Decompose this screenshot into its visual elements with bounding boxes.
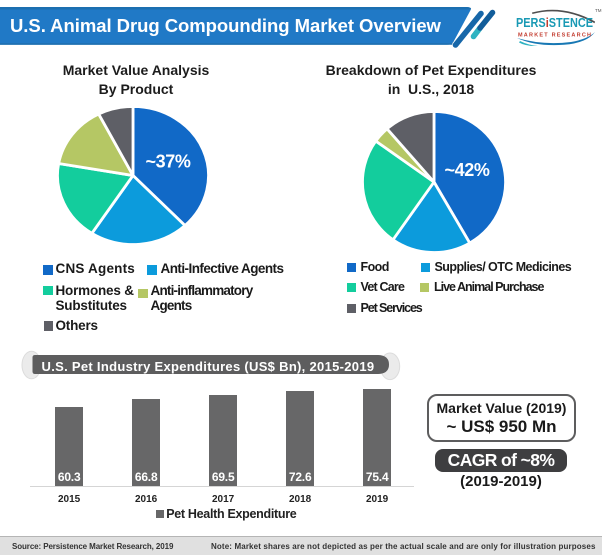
svg-text:~37%: ~37% [146,152,191,172]
svg-text:MARKET RESEARCH: MARKET RESEARCH [518,33,591,39]
svg-text:PERSiSTENCE: PERSiSTENCE [516,15,593,30]
svg-text:TM: TM [595,8,602,13]
svg-text:~42%: ~42% [445,160,490,180]
